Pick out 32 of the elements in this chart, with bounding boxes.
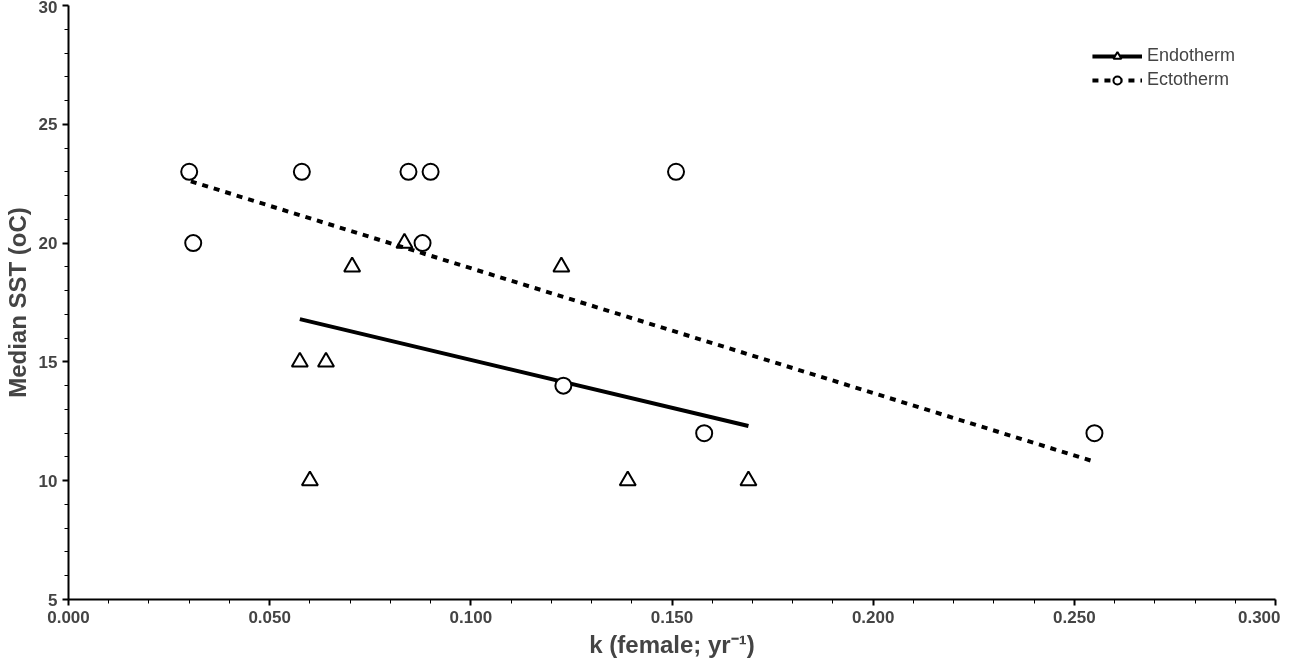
y-tick-label: 15 xyxy=(38,352,58,372)
point xyxy=(316,351,335,368)
x-tick-label: 0.100 xyxy=(449,607,493,627)
legend-label: Endotherm xyxy=(1146,45,1235,66)
point xyxy=(343,256,362,273)
y-tick-label: 10 xyxy=(38,471,58,491)
x-tick-label: 0.050 xyxy=(248,607,291,627)
y-tick-label: 5 xyxy=(48,590,58,610)
x-tick-label: 0.200 xyxy=(851,607,895,627)
point xyxy=(554,376,573,395)
point xyxy=(399,162,418,181)
legend-label: Ectotherm xyxy=(1146,69,1229,90)
point xyxy=(618,470,637,487)
x-tick-label: 0.250 xyxy=(1053,607,1096,627)
point xyxy=(290,351,309,368)
point xyxy=(413,234,432,253)
point xyxy=(421,162,440,181)
y-tick-label: 30 xyxy=(38,0,58,17)
point xyxy=(292,162,311,181)
point xyxy=(184,234,203,253)
y-tick-label: 25 xyxy=(38,115,58,135)
point xyxy=(552,256,571,273)
x-axis-title: k (female; yr⁻¹) xyxy=(589,630,755,658)
x-tick-label: 0.000 xyxy=(47,607,90,627)
point xyxy=(739,470,758,487)
point xyxy=(667,162,686,181)
point xyxy=(180,162,199,181)
x-tick-label: 0.300 xyxy=(1237,607,1281,627)
x-tick-label: 0.150 xyxy=(650,607,694,627)
y-tick-label: 20 xyxy=(38,234,58,254)
y-axis-title: Median SST (oC) xyxy=(3,207,31,398)
point xyxy=(300,470,319,487)
